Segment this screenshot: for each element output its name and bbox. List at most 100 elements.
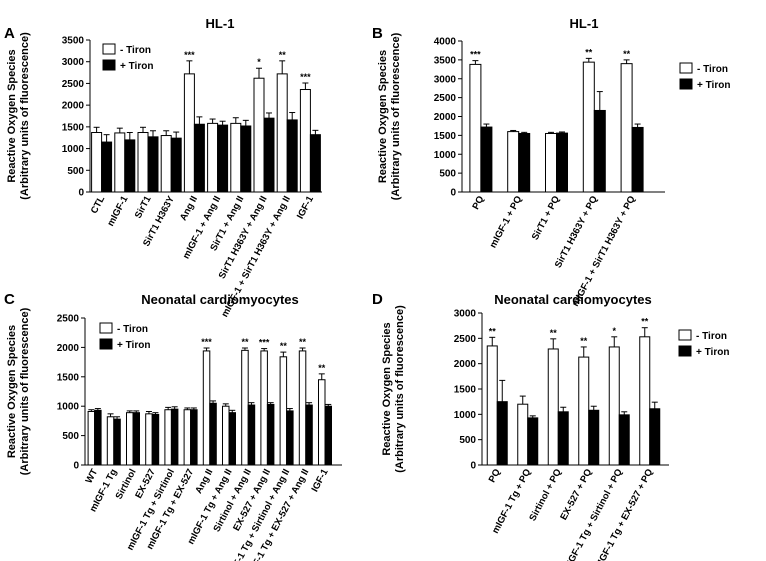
bar-minus-tiron [207,122,219,193]
y-tick-label: 500 [439,169,456,180]
significance-marker: *** [184,50,195,60]
legend-label: - Tiron [120,45,151,56]
y-tick-label: 1000 [62,144,85,155]
y-tick-label: 1000 [57,402,80,413]
x-tick-label: PQ [487,467,503,484]
y-tick-label: 2500 [454,334,477,345]
y-axis-label-line: Reactive Oxygen Species [6,325,18,458]
legend: - Tiron + Tiron [102,43,153,72]
bar-minus-tiron [545,132,557,193]
y-tick-label: 0 [78,188,84,199]
y-tick-label: 1500 [454,385,477,396]
legend-label: - Tiron [117,324,148,335]
bar-plus-tiron [263,117,275,193]
bar-plus-tiron [193,123,205,193]
panel-a: A HL-1 Reactive Oxygen Species(Arbitrary u… [4,16,322,319]
y-tick-label: 3500 [62,36,85,47]
y-tick-label: 3000 [434,74,457,85]
significance-marker: ** [318,363,326,373]
bar-plus-tiron [649,408,661,466]
legend: - Tiron + Tiron [679,62,730,91]
bar-plus-tiron [527,417,539,466]
y-tick-label: 1000 [434,150,457,161]
chart-title: Neonatal cardiomyocytes [141,292,299,307]
x-tick-label: CTL [89,194,107,216]
y-tick-label: 1000 [454,410,477,421]
significance-marker: ** [241,337,249,347]
significance-marker: ** [580,336,588,346]
bar-plus-tiron [309,134,321,193]
bar-minus-tiron [276,73,288,193]
bar-plus-tiron [247,404,256,466]
x-tick-label: SirT1 + PQ [530,194,562,242]
bar-plus-tiron [240,125,252,193]
legend: - Tiron + Tiron [678,329,729,358]
y-axis-label-line: Reactive Oxygen Species [6,49,18,182]
bar-minus-tiron [279,356,288,466]
legend: - Tiron + Tiron [99,322,150,351]
panel-label: C [4,291,15,308]
y-tick-label: 500 [459,435,476,446]
legend-swatch-plus-tiron [99,338,113,350]
legend-label: - Tiron [696,331,727,342]
y-tick-label: 0 [450,188,456,199]
y-axis-label-line: (Arbitrary units of fluorescence) [390,32,402,200]
bar-minus-tiron [160,135,172,193]
bar-plus-tiron [588,409,600,466]
panel-d: D Neonatal cardiomyocytes Reactive Oxygen … [372,291,729,561]
chart-title: Neonatal cardiomyocytes [494,292,652,307]
x-tick-label: PQ [470,194,486,211]
panel-c: C Neonatal cardiomyocytes Reactive Oxygen … [4,291,342,561]
legend-swatch-plus-tiron [679,78,693,90]
bar-plus-tiron [286,119,298,193]
y-tick-label: 3000 [62,57,85,68]
y-axis-label-line: (Arbitrary units of fluorescence) [19,307,31,475]
bar-plus-tiron [266,403,275,466]
significance-marker: ** [279,50,287,60]
y-tick-label: 2000 [434,112,457,123]
bar-minus-tiron [639,336,651,466]
legend-label: - Tiron [697,64,728,75]
bar-minus-tiron [507,131,520,193]
legend-label: + Tiron [697,80,730,91]
y-axis-label-line: Reactive Oxygen Species [381,322,393,455]
bar-minus-tiron [114,132,126,193]
x-tick-label: SirT1 [133,194,154,221]
bar-plus-tiron [324,405,332,466]
bar-minus-tiron [137,132,149,193]
y-tick-label: 3500 [434,55,457,66]
x-tick-label: WT [84,467,101,485]
y-axis-label: Reactive Oxygen Species(Arbitrary units … [381,305,406,473]
bar-minus-tiron [145,413,153,466]
legend-label: + Tiron [696,347,729,358]
bar-minus-tiron [202,350,211,466]
bar-plus-tiron [190,409,198,466]
bar-plus-tiron [170,137,182,193]
bar-minus-tiron [582,61,595,193]
significance-marker: ** [299,337,307,347]
bar-minus-tiron [486,345,498,466]
bar-plus-tiron [124,139,136,193]
y-tick-label: 1500 [62,122,85,133]
bar-plus-tiron [94,409,102,466]
bar-minus-tiron [87,410,96,466]
bar-plus-tiron [151,413,160,466]
y-tick-label: 0 [73,461,79,472]
y-tick-label: 3000 [454,309,477,320]
y-tick-label: 1500 [434,131,457,142]
panel-label: D [372,291,383,308]
significance-marker: * [257,57,261,67]
y-axis-label: Reactive Oxygen Species(Arbitrary units … [377,32,402,200]
panel-label: A [4,25,15,42]
x-tick-label: mIGF-1 [105,194,130,229]
bar-plus-tiron [101,141,113,193]
significance-marker: *** [201,337,212,347]
significance-marker: *** [300,72,311,82]
significance-marker: *** [259,338,270,348]
y-tick-label: 2500 [434,93,457,104]
significance-marker: * [612,326,616,336]
significance-marker: ** [280,341,288,351]
bar-plus-tiron [147,136,159,193]
y-tick-label: 4000 [434,37,457,48]
bar-plus-tiron [170,408,179,466]
